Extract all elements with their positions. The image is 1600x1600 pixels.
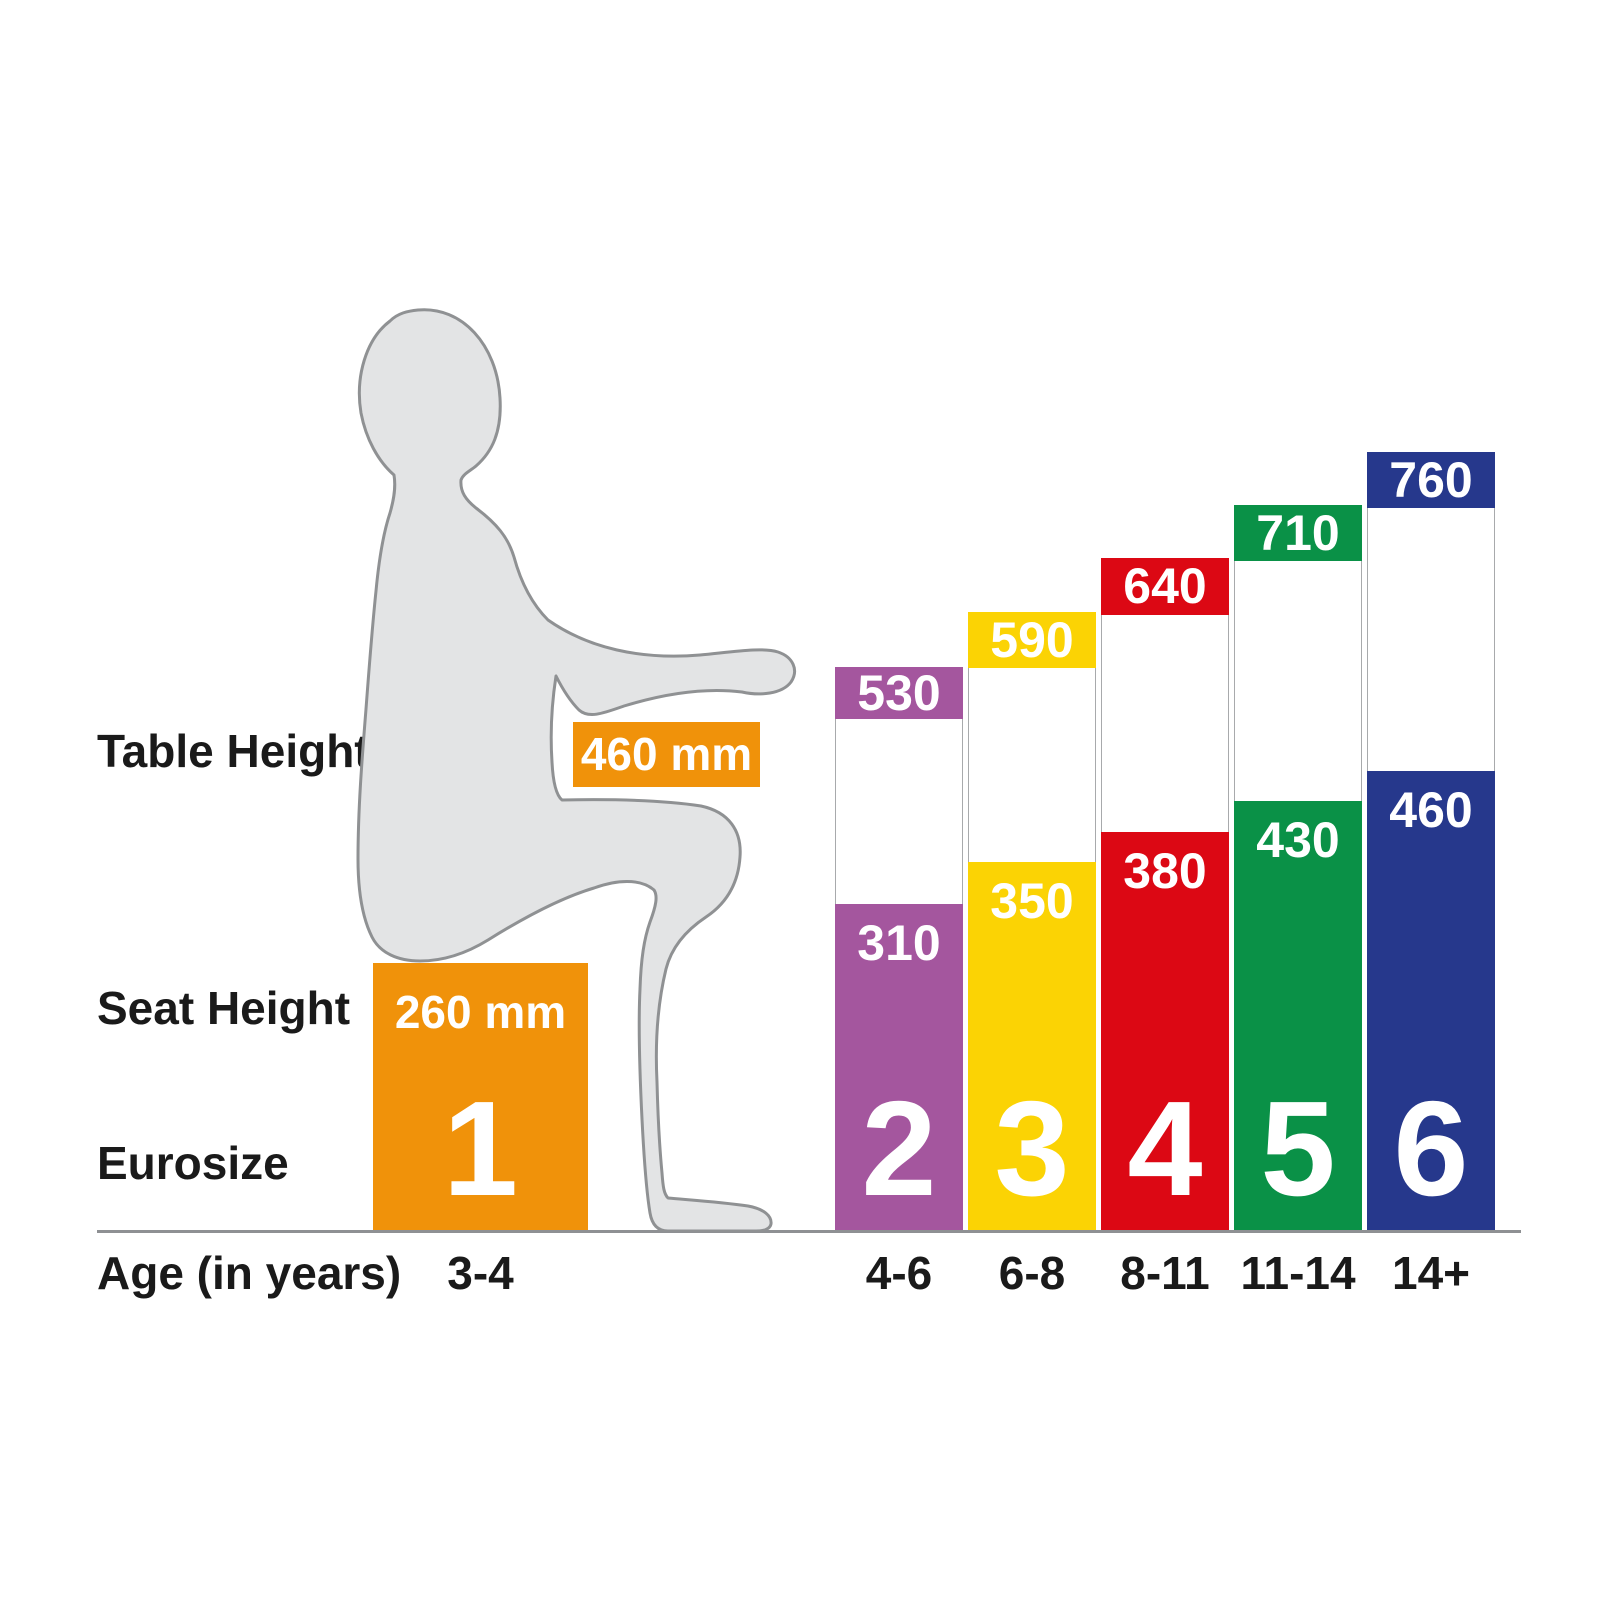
table-height-label: Table Height [97, 725, 370, 777]
size-column: 590 350 3 [968, 612, 1096, 1230]
size1-seat-block: 260 mm 1 [373, 963, 588, 1230]
seat-height-fill: 310 2 [835, 904, 963, 1230]
size1-eurosize-number: 1 [442, 1073, 519, 1224]
age-value: 14+ [1391, 1247, 1471, 1299]
eurosize-number: 3 [994, 1073, 1070, 1224]
table-height-band: 530 [835, 667, 963, 719]
eurosize-label: Eurosize [97, 1137, 289, 1189]
seat-height-fill: 430 5 [1234, 801, 1362, 1230]
size1-table-height-tag: 460 mm [573, 722, 760, 787]
seat-height-fill: 350 3 [968, 862, 1096, 1230]
floor-baseline [97, 1230, 1521, 1233]
table-height-band: 640 [1101, 558, 1229, 615]
table-height-band: 760 [1367, 452, 1495, 508]
table-height-band: 590 [968, 612, 1096, 668]
size-column: 530 310 2 [835, 667, 963, 1230]
seat-height-label: Seat Height [97, 982, 351, 1034]
seat-height-fill: 460 6 [1367, 771, 1495, 1230]
eurosize-number: 2 [861, 1073, 937, 1224]
seat-height-value: 310 [857, 915, 941, 971]
table-height-band: 710 [1234, 505, 1362, 561]
age-value: 11-14 [1240, 1247, 1356, 1299]
seat-height-value: 460 [1389, 782, 1473, 838]
age-value: 3-4 [447, 1247, 514, 1299]
eurosize-number: 6 [1393, 1073, 1469, 1224]
eurosize-number: 5 [1260, 1073, 1336, 1224]
seat-height-value: 350 [990, 873, 1074, 929]
age-value: 4-6 [865, 1247, 933, 1299]
age-axis-label: Age (in years) [97, 1247, 402, 1299]
seat-height-value: 380 [1123, 843, 1207, 899]
age-value: 6-8 [998, 1247, 1066, 1299]
size-column: 760 460 6 [1367, 452, 1495, 1230]
seat-height-fill: 380 4 [1101, 832, 1229, 1230]
age-value: 8-11 [1120, 1247, 1210, 1299]
eurosize-number: 4 [1127, 1073, 1203, 1224]
size1-seat-height-value: 260 mm [394, 986, 567, 1038]
seat-height-value: 430 [1256, 812, 1340, 868]
size-column: 640 380 4 [1101, 558, 1229, 1230]
size-column: 710 430 5 [1234, 505, 1362, 1230]
